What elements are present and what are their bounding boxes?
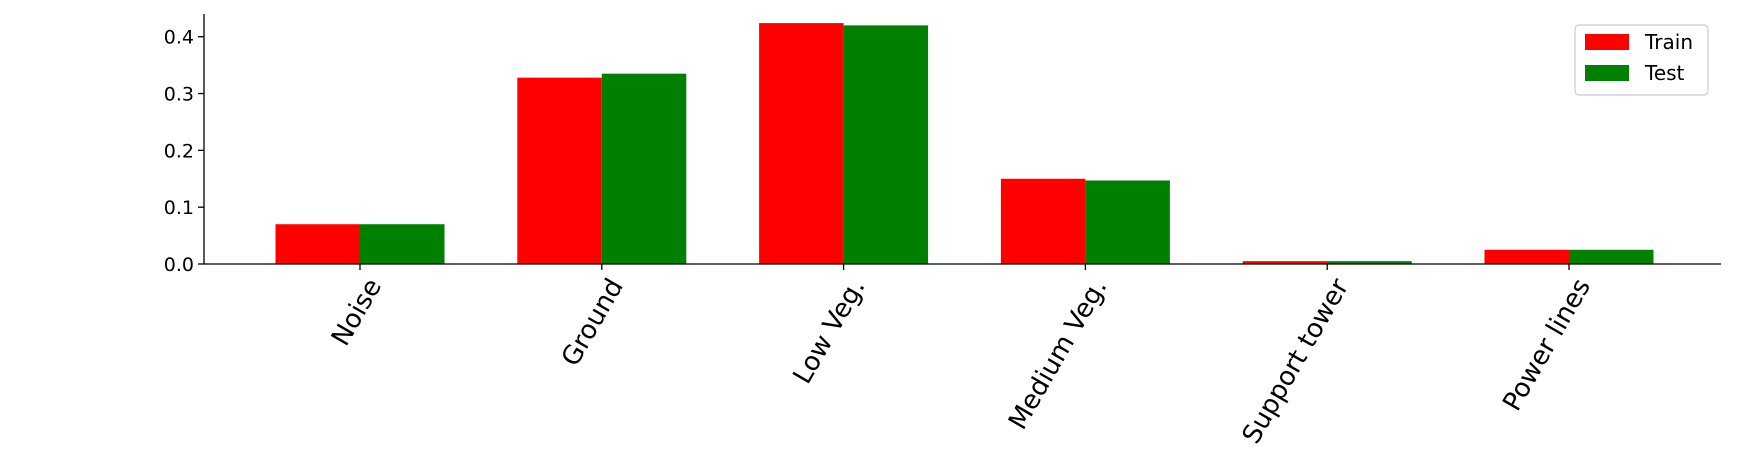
y-tick-label: 0.2 <box>164 140 194 162</box>
axes-group <box>203 14 1721 265</box>
bar-test-2 <box>843 25 929 265</box>
bar-test-0 <box>360 224 445 264</box>
bar-train-0 <box>275 224 360 264</box>
bar-test-4 <box>1327 261 1412 264</box>
x-category-label: Power lines <box>1497 274 1597 417</box>
bar-train-5 <box>1484 249 1569 264</box>
y-tick-label: 0.3 <box>164 84 194 106</box>
bar-train-3 <box>1000 178 1086 264</box>
x-ticks-group: Noise Ground Low Veg. Medium Veg. Support to… <box>326 264 1597 449</box>
legend-swatch-train <box>1585 34 1629 50</box>
legend-label-test: Test <box>1644 61 1685 85</box>
bar-test-1 <box>601 73 687 264</box>
legend-label-train: Train <box>1644 30 1693 54</box>
y-tick-label: 0.0 <box>164 254 194 276</box>
y-ticks-group: 0.0 0.1 0.2 0.3 0.4 <box>164 27 204 276</box>
x-category-label: Ground <box>556 274 630 372</box>
bar-train-4 <box>1242 261 1328 264</box>
bar-train-2 <box>759 23 844 264</box>
y-tick-label: 0.1 <box>164 197 194 219</box>
x-category-label: Noise <box>326 274 388 351</box>
bar-test-3 <box>1085 180 1170 264</box>
bar-test-5 <box>1569 249 1654 264</box>
legend: Train Test <box>1574 24 1709 96</box>
legend-swatch-test <box>1585 65 1629 81</box>
x-category-label: Support tower <box>1237 273 1356 449</box>
x-category-label: Low Veg. <box>788 274 872 389</box>
y-tick-label: 0.4 <box>164 27 194 49</box>
bar-train-1 <box>517 77 602 265</box>
x-category-label: Medium Veg. <box>1003 274 1113 435</box>
bars-group <box>275 23 1654 265</box>
